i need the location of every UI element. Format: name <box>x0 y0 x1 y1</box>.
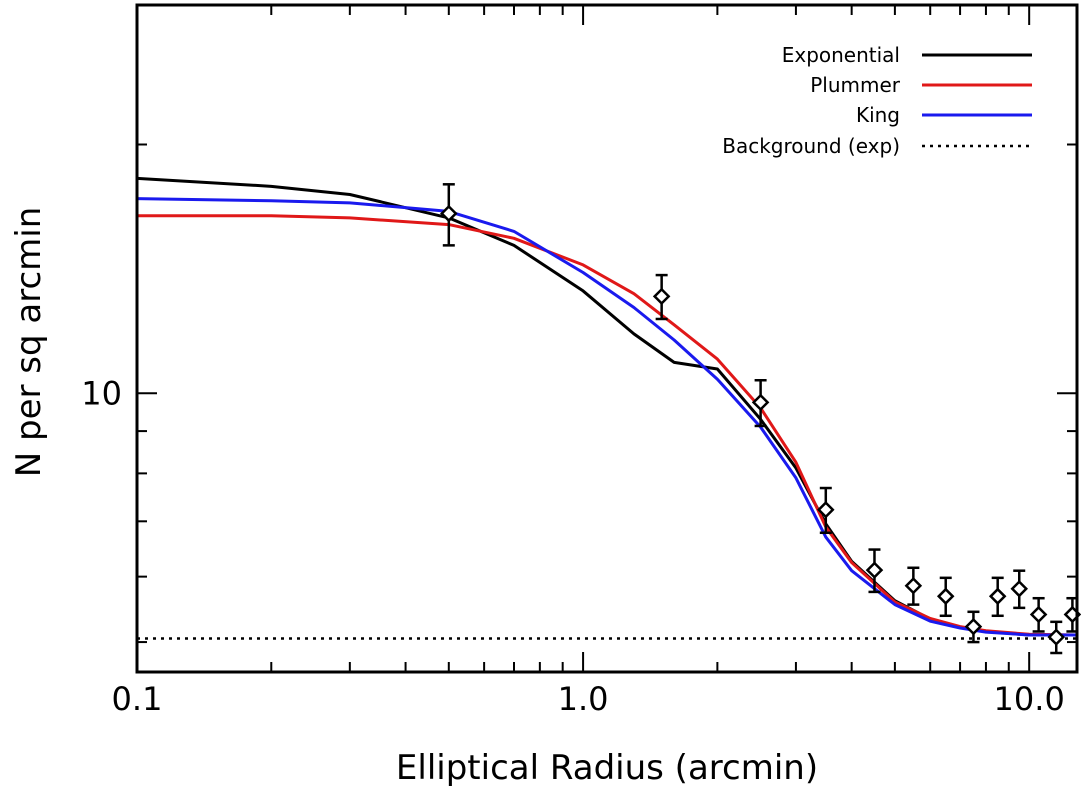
axis-ticks <box>136 5 1077 672</box>
data-point <box>1010 569 1029 610</box>
data-point <box>440 183 458 247</box>
diamond-marker <box>1029 605 1048 624</box>
data-point <box>817 486 835 535</box>
data-point <box>1029 596 1048 633</box>
data-point <box>1047 620 1066 655</box>
data-point <box>751 378 770 428</box>
y-axis-label: N per sq arcmin <box>9 207 49 478</box>
legend-label: King <box>856 103 900 127</box>
series-line-king <box>137 197 1077 637</box>
diamond-marker <box>964 617 983 636</box>
x-axis-label: Elliptical Radius (arcmin) <box>396 748 818 788</box>
diamond-marker <box>936 587 955 606</box>
diamond-marker <box>751 393 770 412</box>
legend-label: Plummer <box>810 73 901 97</box>
legend: Exponential Plummer King Background (exp) <box>722 43 1032 158</box>
data-point <box>904 566 923 606</box>
data-point <box>936 576 955 618</box>
tick-labels: 0.1 1.0 10.0 10 <box>81 374 1065 718</box>
data-point <box>652 273 671 321</box>
diamond-marker <box>988 587 1007 606</box>
diamond-marker <box>1010 580 1029 598</box>
legend-label: Background (exp) <box>722 134 900 158</box>
x-tick-label: 1.0 <box>558 680 609 718</box>
diamond-marker <box>652 287 671 306</box>
legend-label: Exponential <box>782 43 900 67</box>
diamond-marker <box>865 561 884 579</box>
series-line-plummer <box>137 214 1077 637</box>
diamond-marker <box>440 204 458 223</box>
data-points <box>440 183 1081 655</box>
data-point <box>988 576 1007 618</box>
diamond-marker <box>817 500 835 519</box>
data-point <box>865 548 884 594</box>
x-tick-label: 10.0 <box>994 680 1065 718</box>
x-tick-label: 0.1 <box>112 680 163 718</box>
diamond-marker <box>904 576 923 595</box>
plot-frame <box>135 3 1079 674</box>
series-lines <box>137 176 1077 640</box>
y-tick-label: 10 <box>81 374 122 412</box>
diamond-marker <box>1047 628 1066 646</box>
data-point <box>964 610 983 644</box>
series-line-exponential <box>137 176 1077 637</box>
